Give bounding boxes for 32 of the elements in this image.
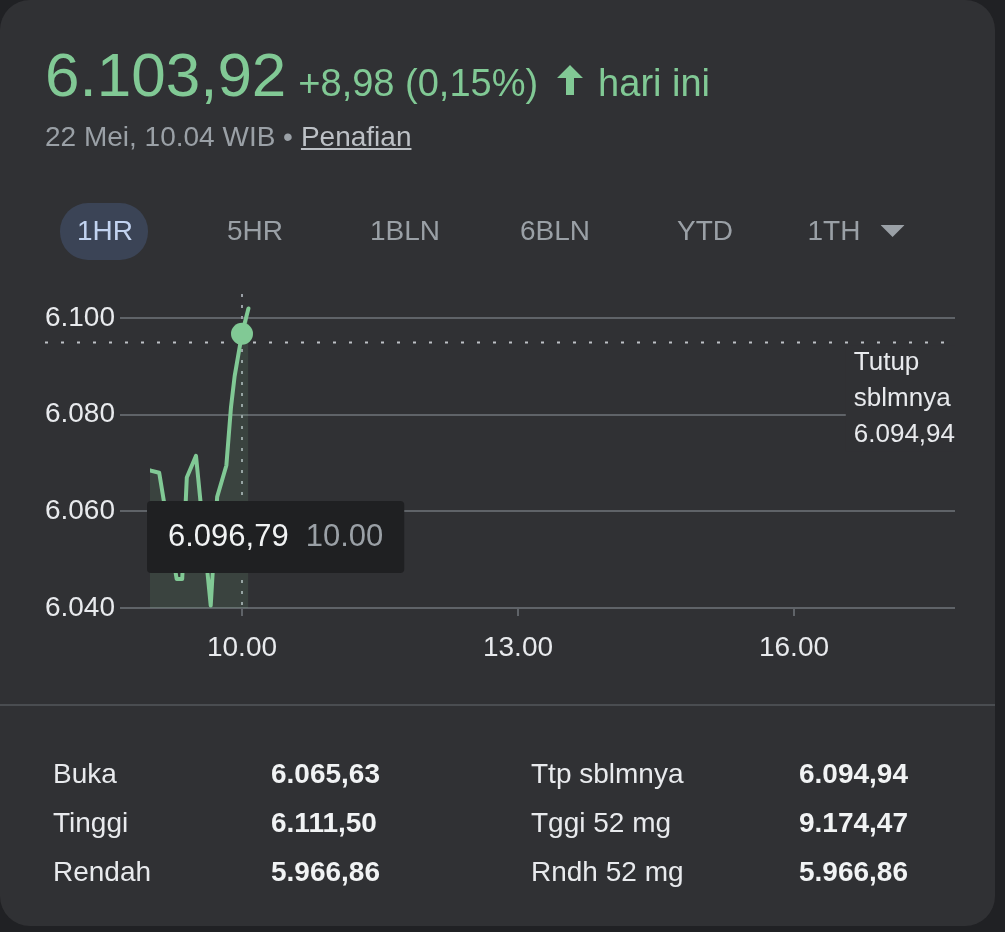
- text: YTD: [677, 215, 733, 246]
- x-tick-label: 16.00: [758, 630, 830, 662]
- text: 5.966,86: [271, 856, 380, 887]
- text: Penafian: [300, 121, 412, 152]
- text: Rendah: [53, 856, 152, 887]
- annotation: 6.096,79 10.00: [168, 517, 384, 553]
- y-tick-label: 6.040: [44, 590, 115, 622]
- y-tick-label: 6.060: [44, 494, 115, 526]
- text: +8,98 (0,15%): [298, 62, 539, 104]
- text: 5HR: [226, 215, 284, 246]
- text: 6.111,50: [271, 807, 377, 838]
- text: 6.094,94: [799, 758, 908, 789]
- text: Ttp sblmnya: [531, 758, 684, 789]
- text: hari ini: [598, 62, 711, 104]
- text: 1BLN: [369, 215, 441, 246]
- y-tick-label: 6.100: [44, 300, 115, 332]
- text: 1TH: [807, 215, 861, 246]
- x-tick-label: 10.00: [206, 630, 278, 662]
- text: 1HR: [76, 215, 134, 246]
- text: Tggi 52 mg: [531, 807, 672, 838]
- text: 6.065,63: [271, 758, 380, 789]
- text: 6BLN: [519, 215, 591, 246]
- chart-title: 6.103,92: [45, 40, 287, 109]
- text: Tinggi: [53, 807, 129, 838]
- x-tick-label: 13.00: [482, 630, 554, 662]
- y-tick-label: 6.080: [44, 397, 115, 429]
- text: Rndh 52 mg: [531, 856, 684, 887]
- text: 22 Mei, 10.04 WIB •: [45, 121, 293, 152]
- ref-line-label: Tutup sblmnya 6.094,94: [853, 345, 956, 448]
- text: 9.174,47: [799, 807, 908, 838]
- text: 5.966,86: [799, 856, 908, 887]
- text: Buka: [53, 758, 117, 789]
